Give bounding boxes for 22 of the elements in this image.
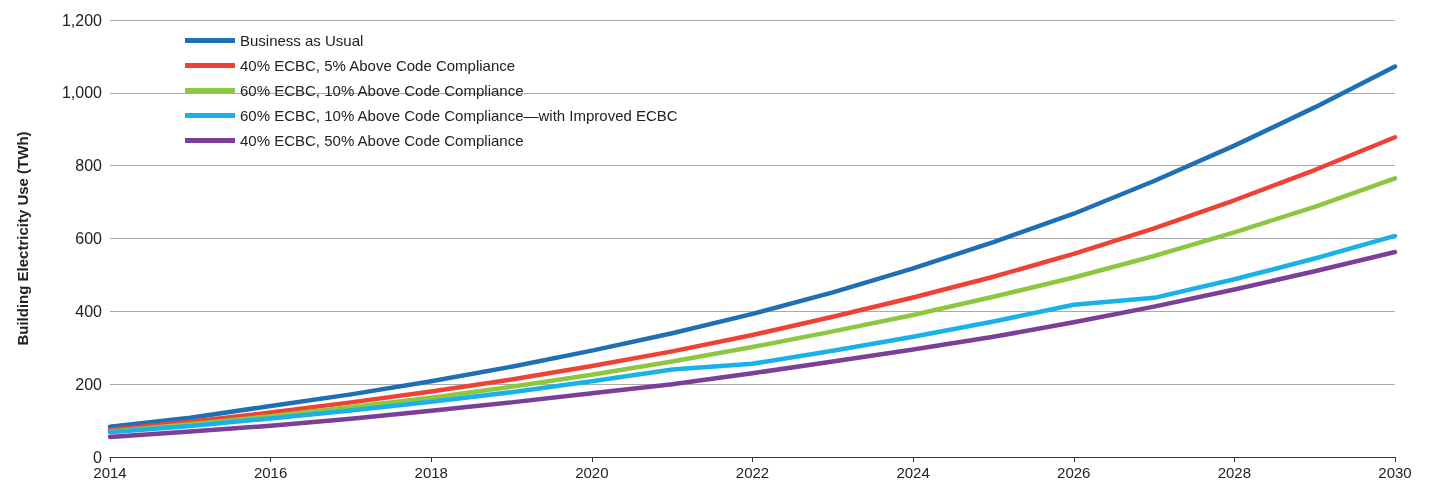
x-tick-label: 2022 [735,464,770,481]
y-tick-label: 200 [75,375,103,393]
x-tick-label: 2014 [93,464,127,481]
y-tick-label: 1,000 [61,84,103,102]
y-tick-label: 800 [75,157,103,175]
legend-label: 40% ECBC, 5% Above Code Compliance [240,57,516,74]
legend-label: 60% ECBC, 10% Above Code Compliance [240,82,524,99]
x-tick-label: 2028 [1217,464,1252,481]
legend-label: Business as Usual [240,32,364,49]
legend-label: 40% ECBC, 50% Above Code Compliance [240,132,524,149]
y-tick-label: 1,200 [61,11,103,29]
y-tick-label: 0 [93,448,103,466]
x-tick-label: 2020 [575,464,609,481]
x-tick-label: 2016 [253,464,288,481]
legend-label: 60% ECBC, 10% Above Code Compliance—with Improved ECBC [240,107,678,124]
x-tick-label: 2024 [896,464,930,481]
y-tick-label: 600 [75,230,103,247]
x-tick-label: 2030 [1378,464,1412,481]
x-tick-label: 2026 [1057,464,1091,481]
y-tick-label: 400 [75,302,103,320]
y-axis-title: Building Electricity Use (TWh) [14,131,31,346]
x-tick-label: 2018 [414,464,448,481]
